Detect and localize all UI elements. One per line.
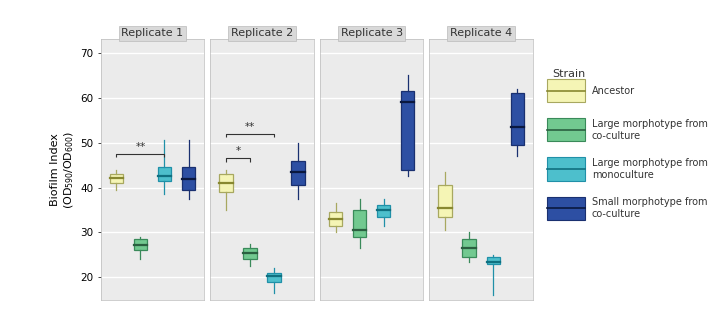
Bar	[510, 93, 523, 145]
Text: Large morphotype from co-culture: Large morphotype from co-culture	[592, 119, 708, 141]
Bar	[401, 91, 414, 170]
Text: **: **	[245, 122, 255, 132]
Title: Replicate 3: Replicate 3	[341, 28, 402, 38]
Bar	[220, 174, 233, 192]
Bar	[438, 185, 451, 217]
Bar	[267, 273, 281, 282]
Bar	[462, 239, 476, 257]
Bar	[487, 257, 500, 264]
Text: **: **	[135, 142, 145, 152]
Bar	[158, 167, 171, 181]
Bar	[243, 248, 256, 259]
Bar	[110, 174, 123, 183]
Bar	[292, 160, 305, 185]
Title: Replicate 2: Replicate 2	[231, 28, 293, 38]
Text: Strain: Strain	[552, 69, 585, 80]
Y-axis label: Biofilm Index
(OD$_{590}$/OD$_{600}$): Biofilm Index (OD$_{590}$/OD$_{600}$)	[50, 130, 76, 209]
Title: Replicate 4: Replicate 4	[450, 28, 512, 38]
Text: Ancestor: Ancestor	[592, 86, 635, 96]
Bar	[134, 239, 147, 250]
Text: Small morphotype from co-culture: Small morphotype from co-culture	[592, 198, 708, 219]
Bar	[353, 210, 366, 237]
Text: *: *	[235, 146, 240, 156]
Bar	[182, 167, 195, 190]
Text: Large morphotype from monoculture: Large morphotype from monoculture	[592, 158, 708, 180]
Title: Replicate 1: Replicate 1	[122, 28, 184, 38]
Bar	[377, 205, 390, 217]
Bar	[329, 212, 342, 226]
